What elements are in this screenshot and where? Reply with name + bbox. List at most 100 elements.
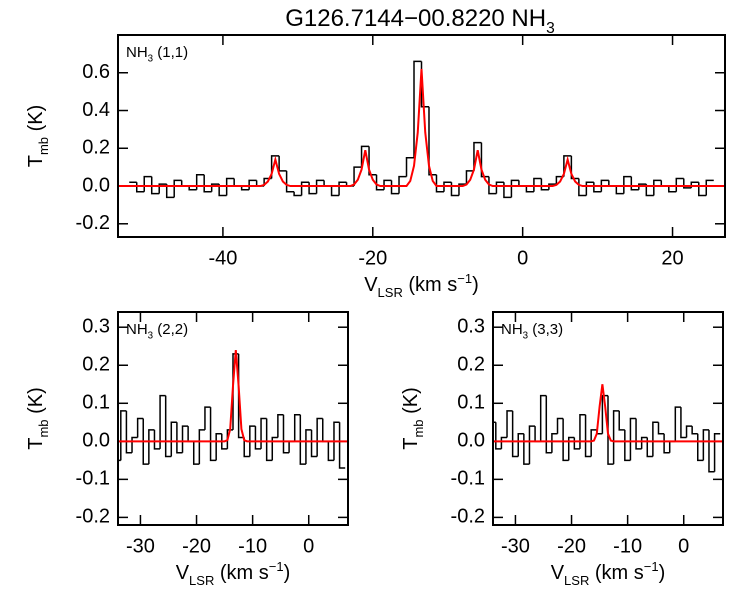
y-tick-label: 0.4 (82, 99, 110, 121)
x-axis-label-run: LSR (189, 573, 214, 588)
spectrum-step (316, 417, 323, 457)
x-tick-label: 0 (303, 535, 314, 557)
spectrum-step (624, 429, 631, 462)
y-tick-label: -0.2 (76, 212, 110, 234)
y-axis-label-run: mb (36, 419, 51, 437)
spectrum-step (221, 433, 228, 450)
x-tick-label: -10 (613, 535, 642, 557)
spectrum-step (288, 440, 295, 453)
y-axis-label-run: T (25, 155, 47, 167)
panel-label-run: 3 (523, 331, 528, 342)
fit-line (118, 68, 725, 188)
spectrum-step (165, 184, 175, 199)
spectrum-step (698, 182, 707, 197)
spectrum-step (353, 166, 362, 187)
spectrum-step (428, 106, 437, 176)
spectrum-step (668, 186, 677, 193)
spectrum-step (506, 410, 513, 438)
x-axis-label-run: −1 (457, 271, 472, 286)
x-tick-label: -10 (238, 535, 267, 557)
spectrum-step (548, 183, 557, 190)
spectrum-step (192, 441, 200, 465)
spectrum-step (640, 436, 648, 449)
y-tick-label: 0.1 (457, 392, 485, 414)
panel-label-run: 3 (148, 54, 153, 65)
spectrum-step (551, 432, 558, 453)
spectrum-step (305, 429, 312, 465)
spectrum-step (148, 429, 155, 465)
spectrum-step (465, 170, 474, 185)
spectrum-step (240, 186, 250, 191)
panel-label-run: NH (126, 321, 148, 338)
spectrum-step (528, 425, 536, 465)
spectrum-step (265, 418, 273, 462)
y-tick-label: 0.1 (82, 392, 110, 414)
spectrum-step (646, 437, 653, 458)
spectrum-step (443, 181, 452, 192)
y-tick-label: 0.2 (457, 354, 485, 376)
spectrum-step (195, 173, 205, 190)
y-tick-label: 0.0 (82, 430, 110, 452)
spectrum-step (143, 175, 152, 192)
spectrum-step (249, 425, 256, 457)
y-axis-label: Tmb (K) (400, 387, 426, 450)
spectrum-step (618, 410, 625, 431)
spectrum-step (187, 426, 194, 443)
fit-line (118, 349, 348, 443)
spectrum-step (638, 183, 647, 190)
spectrum-step (488, 176, 497, 195)
spectrum-step (405, 156, 415, 177)
spectrum-step (398, 175, 407, 194)
spectrum-step (525, 186, 534, 193)
spectrum-step (480, 142, 489, 178)
x-tick-label: -30 (126, 535, 155, 557)
spectrum-step (300, 181, 310, 196)
spectrum-step (204, 406, 211, 430)
x-axis-label-run: (km s (403, 274, 457, 296)
spectrum-step (131, 436, 138, 453)
spectrum-step (209, 407, 217, 462)
spectrum-step (533, 177, 542, 192)
spectrum-step (697, 433, 704, 462)
panel-label-run: (1,1) (153, 44, 188, 61)
spectrum-step (159, 394, 166, 449)
spectrum-step (285, 170, 295, 193)
spectrum-step (243, 437, 250, 458)
spectrum-step (691, 426, 698, 435)
y-tick-label: -0.2 (76, 506, 110, 528)
spectrum-step (322, 418, 329, 443)
spectrum-step (338, 181, 347, 196)
spectrum-step (210, 183, 220, 192)
panel-label-run: 3 (148, 331, 153, 342)
spectrum-step (713, 432, 721, 472)
spectrum-step (203, 174, 212, 193)
spectrum-step (368, 146, 377, 176)
panel-label-run: (3,3) (528, 321, 563, 338)
spectrum-step (570, 155, 579, 180)
spectrum-step (562, 418, 569, 462)
spectrum-step (173, 179, 182, 198)
spectrum-step (556, 417, 564, 434)
chart-title-run: 3 (546, 20, 555, 37)
spectrum-step (708, 429, 715, 473)
x-axis-label-run: ) (284, 562, 291, 584)
spectrum-step (450, 182, 459, 197)
spectrum-step (360, 145, 370, 168)
panel-label: NH3 (2,2) (126, 321, 188, 342)
spectrum-step (413, 60, 422, 158)
spectrum-step (164, 395, 172, 458)
spectrum-step (630, 176, 639, 191)
x-tick-label: -20 (182, 535, 211, 557)
y-axis-label: Tmb (K) (25, 387, 51, 450)
y-axis-label-run: mb (411, 419, 426, 437)
spectrum-step (680, 407, 687, 439)
spectrum-step (198, 429, 205, 465)
y-tick-label: 0.2 (82, 354, 110, 376)
plot-frame (117, 311, 349, 526)
spectrum-step (338, 422, 346, 469)
x-axis-label-run: LSR (378, 285, 403, 300)
y-tick-label: 0.3 (82, 315, 110, 337)
plot-frame (117, 34, 726, 238)
x-tick-label: 20 (661, 247, 683, 269)
